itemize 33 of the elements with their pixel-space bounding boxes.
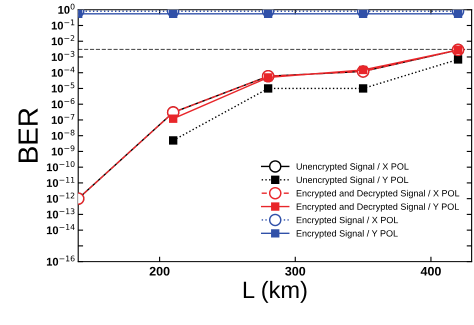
y-tick-label: 10$^{−12}$ [46,192,74,203]
y-tick-label: 10$^{−1}$ [52,20,74,30]
y-tick-label: 10$^{−10}$ [46,161,75,172]
point [169,114,178,123]
legend-label: Encrypted and Decrypted Signal / X POL [296,190,460,198]
y-tick-label: 10$^{−7}$ [52,114,74,124]
legend-label: Encrypted and Decrypted Signal / Y POL [296,203,459,212]
y-tick-label: 10$^{−6}$ [52,98,75,108]
y-tick-label: 10$^{−9}$ [52,145,74,156]
point [358,84,368,93]
legend-label: Encrypted Signal / Y POL [296,230,398,238]
point [454,55,462,64]
y-tick-label: 10$^{−14}$ [46,224,75,234]
point [169,136,178,145]
x-tick-label: 300 [285,266,306,276]
legend-label: Unencrypted Signal / X POL [296,163,409,172]
y-tick-label: 10$^{−16}$ [46,256,75,266]
point [264,84,272,93]
legend-label: Unencrypted Signal / Y POL [296,176,408,185]
x-axis-title: L (km) [244,280,306,303]
y-axis-title: BER [18,108,38,162]
x-tick-label: 400 [420,266,441,276]
y-tick-label: 10$^{−3}$ [52,50,74,62]
legend-label: Encrypted Signal / X POL [296,216,398,226]
y-tick-label: 10$^{0}$ [58,4,75,14]
y-tick-label: 10$^{−11}$ [46,176,74,187]
y-tick-label: 10$^{−8}$ [52,130,74,140]
point [169,10,178,18]
y-tick-label: 10$^{−2}$ [52,35,74,46]
y-tick-label: 10$^{−13}$ [46,208,74,218]
y-tick-label: 10$^{−4}$ [52,66,75,77]
x-tick-label: 200 [150,266,170,276]
y-tick-label: 10$^{−5}$ [52,82,74,93]
